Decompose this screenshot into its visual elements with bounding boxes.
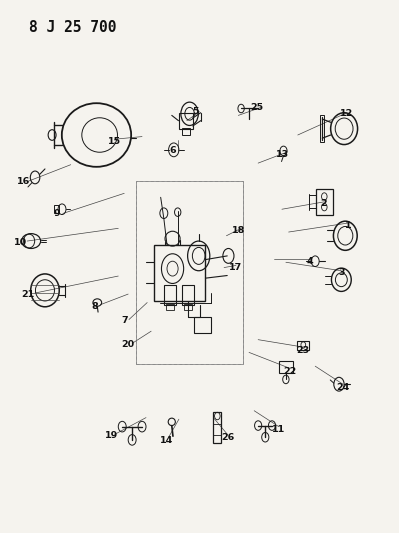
Text: 10: 10 <box>14 238 27 247</box>
Text: 26: 26 <box>221 433 235 442</box>
Text: 20: 20 <box>122 341 135 350</box>
Bar <box>194 317 211 333</box>
Text: 9: 9 <box>53 209 60 218</box>
Text: 17: 17 <box>229 263 242 272</box>
Text: 7: 7 <box>121 316 128 325</box>
Bar <box>184 304 192 310</box>
Bar <box>154 245 205 301</box>
Text: 16: 16 <box>16 177 30 186</box>
Bar <box>320 115 324 142</box>
Text: 2: 2 <box>320 199 326 208</box>
Text: 25: 25 <box>251 103 263 112</box>
Bar <box>178 113 193 128</box>
Text: 21: 21 <box>22 289 35 298</box>
Text: 1: 1 <box>345 221 352 230</box>
Bar <box>316 189 333 215</box>
Text: 12: 12 <box>340 109 353 118</box>
Bar <box>136 181 243 365</box>
Text: 11: 11 <box>272 425 285 434</box>
Text: 8 J 25 700: 8 J 25 700 <box>29 20 117 35</box>
Text: 15: 15 <box>108 138 121 147</box>
Text: 4: 4 <box>306 257 313 265</box>
Text: 23: 23 <box>297 346 310 355</box>
Text: 22: 22 <box>283 367 296 376</box>
Bar <box>279 361 293 373</box>
Bar <box>55 205 59 214</box>
Text: 19: 19 <box>105 431 118 440</box>
Text: 3: 3 <box>338 268 345 277</box>
Text: 14: 14 <box>160 436 174 445</box>
Text: 24: 24 <box>336 383 350 392</box>
Text: 18: 18 <box>232 226 245 235</box>
Bar <box>166 304 174 310</box>
Text: 5: 5 <box>192 107 199 116</box>
Text: 8: 8 <box>91 302 98 311</box>
Bar <box>136 181 243 365</box>
Bar <box>182 127 190 135</box>
Text: 13: 13 <box>276 150 289 159</box>
Bar <box>164 285 176 305</box>
Bar <box>182 285 194 305</box>
Text: 6: 6 <box>170 147 176 156</box>
Bar <box>213 412 221 442</box>
Bar <box>297 341 309 350</box>
